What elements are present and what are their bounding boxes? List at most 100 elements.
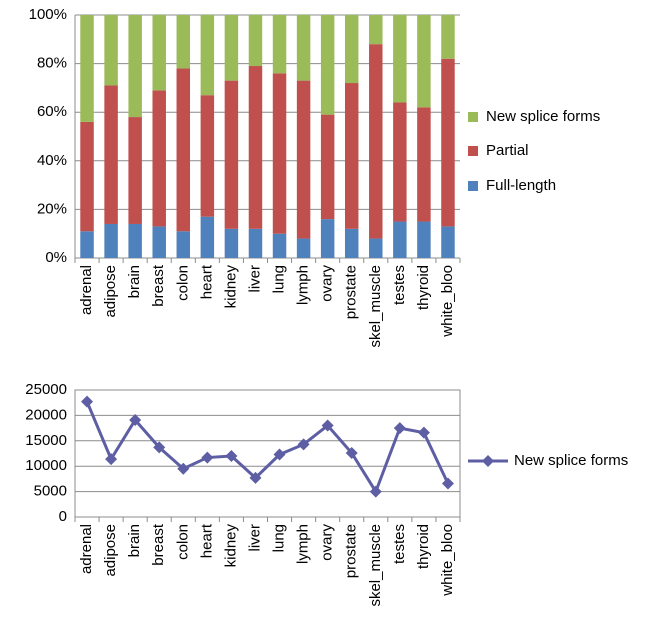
bar-segment: [393, 221, 407, 258]
bar-segment: [441, 15, 455, 59]
marker: [129, 413, 142, 426]
x-tick-label: skel_muscle: [367, 524, 384, 607]
bar-segment: [104, 85, 118, 224]
y-tick-label: 15000: [25, 432, 67, 449]
x-tick-label: lymph: [295, 265, 312, 305]
y-tick-label: 40%: [37, 152, 67, 169]
marker: [369, 485, 382, 498]
marker: [321, 419, 334, 432]
x-tick-label: white_bloo: [439, 265, 456, 338]
x-tick-label: adrenal: [78, 524, 95, 574]
bar-segment: [152, 90, 166, 227]
bar-segment: [369, 15, 383, 45]
x-tick-label: brain: [126, 265, 143, 298]
bar-segment: [417, 15, 431, 108]
x-tick-label: thyroid: [415, 524, 432, 569]
x-tick-label: adrenal: [78, 265, 95, 315]
bar-segment: [272, 15, 287, 74]
y-tick-label: 80%: [37, 55, 67, 72]
bar-segment: [128, 223, 142, 258]
plot-border: [74, 389, 461, 518]
bar-segment: [393, 102, 407, 222]
legend-swatch: [468, 181, 478, 191]
marker: [297, 438, 310, 451]
legend-label: Full-length: [486, 177, 556, 194]
x-tick-label: heart: [198, 523, 215, 558]
bar-segment: [369, 238, 383, 258]
x-tick-label: kidney: [222, 265, 239, 309]
bar-segment: [80, 15, 94, 122]
legend-swatch: [468, 112, 478, 122]
marker: [153, 441, 166, 454]
bar-segment: [128, 117, 142, 224]
bar-segment: [344, 228, 359, 258]
bar-segment: [80, 231, 94, 258]
bar-segment: [200, 95, 215, 217]
bar-segment: [176, 15, 191, 69]
y-tick-label: 0%: [45, 249, 67, 266]
marker: [105, 453, 118, 466]
bar-segment: [248, 15, 263, 67]
x-tick-label: skel_muscle: [367, 265, 384, 348]
x-tick-label: testes: [391, 265, 408, 305]
y-tick-label: 25000: [25, 381, 67, 398]
bar-segment: [224, 15, 239, 81]
marker: [393, 422, 406, 435]
x-tick-label: adipose: [102, 265, 119, 318]
y-tick-label: 20000: [25, 406, 67, 423]
x-tick-label: testes: [391, 524, 408, 564]
x-tick-label: ovary: [319, 524, 336, 561]
bar-segment: [128, 15, 142, 118]
bar-segment: [320, 114, 335, 220]
bar-segment: [417, 221, 431, 258]
bar-segment: [176, 231, 191, 258]
y-tick-label: 10000: [25, 457, 67, 474]
bar-segment: [176, 68, 191, 232]
legend-label: New splice forms: [486, 108, 600, 125]
marker: [177, 462, 190, 475]
bar-segment: [441, 226, 455, 258]
bar-segment: [344, 15, 359, 84]
bar-segment: [296, 80, 311, 239]
x-tick-label: colon: [174, 524, 191, 560]
marker: [345, 446, 358, 459]
bar-segment: [369, 44, 383, 239]
bar-segment: [296, 238, 311, 258]
x-tick-label: lymph: [295, 524, 312, 564]
marker: [81, 395, 94, 408]
line: [85, 401, 450, 495]
marker: [201, 451, 214, 464]
bar-segment: [224, 80, 239, 229]
bar-segment: [248, 228, 263, 258]
legend-swatch: [468, 146, 478, 156]
bar-segment: [272, 233, 287, 258]
marker: [273, 448, 286, 461]
x-tick-label: liver: [246, 524, 263, 552]
marker: [249, 471, 262, 484]
bar-segment: [296, 15, 311, 81]
x-tick-label: ovary: [319, 265, 336, 302]
legend-label: Partial: [486, 142, 529, 159]
x-tick-label: heart: [198, 264, 215, 299]
x-tick-label: breast: [150, 523, 167, 566]
bar-segment: [224, 228, 239, 258]
legend-label: New splice forms: [514, 452, 628, 469]
x-tick-label: adipose: [102, 524, 119, 577]
marker: [441, 477, 454, 490]
x-tick-label: kidney: [222, 524, 239, 568]
bar-segment: [200, 216, 215, 258]
bar-segment: [272, 73, 287, 234]
y-tick-label: 60%: [37, 103, 67, 120]
legend-marker: [482, 455, 494, 467]
bar-segment: [80, 121, 94, 232]
x-tick-label: lung: [271, 524, 288, 552]
bar-segment: [441, 58, 455, 227]
bar-segment: [152, 15, 166, 91]
bar-segment: [417, 107, 431, 222]
x-tick-label: breast: [150, 264, 167, 307]
bar-segment: [320, 219, 335, 258]
bar-segment: [320, 15, 335, 115]
marker: [225, 450, 238, 463]
bar-segment: [248, 66, 263, 229]
